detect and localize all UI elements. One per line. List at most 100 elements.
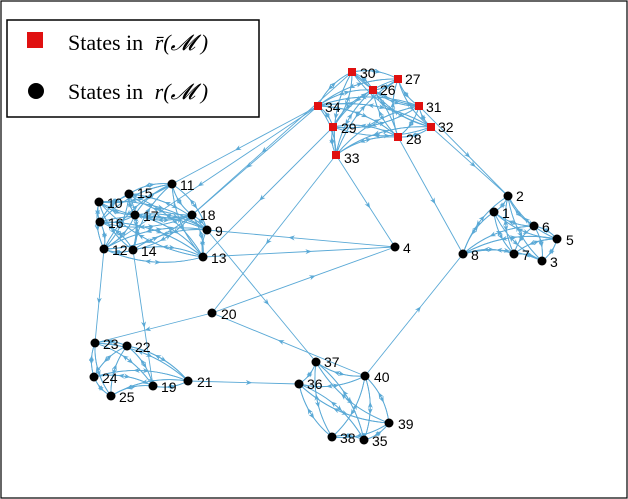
edge-21-36 <box>187 380 253 386</box>
edge-32-29 <box>373 126 432 139</box>
state-node-4: 4 <box>390 240 411 256</box>
state-marker-circle-25 <box>106 391 116 401</box>
state-marker-circle-10 <box>94 197 104 207</box>
state-label-26: 26 <box>380 82 396 98</box>
edge-40-20-tail <box>211 312 282 342</box>
state-label-9: 9 <box>215 223 223 239</box>
state-label-31: 31 <box>426 99 442 115</box>
state-label-16: 16 <box>108 215 124 231</box>
state-marker-circle-2 <box>503 191 513 201</box>
state-marker-square-27 <box>394 75 402 83</box>
edge-13-4 <box>202 249 312 258</box>
state-marker-square-26 <box>369 86 377 94</box>
state-marker-circle-23 <box>90 338 100 348</box>
edge-14-19-tail <box>143 324 154 387</box>
legend-box <box>6 19 260 118</box>
state-label-25: 25 <box>119 389 135 405</box>
state-node-27: 27 <box>394 71 421 87</box>
edge-31-2-tail <box>467 155 509 197</box>
state-node-23: 23 <box>90 336 119 352</box>
edge-30-18 <box>261 71 353 153</box>
state-label-6: 6 <box>542 219 550 235</box>
state-label-21: 21 <box>197 374 213 390</box>
edge-13-12 <box>144 256 204 265</box>
state-node-1: 1 <box>489 205 510 221</box>
state-node-37: 37 <box>311 354 340 370</box>
state-label-7: 7 <box>522 247 530 263</box>
state-label-11: 11 <box>180 177 195 193</box>
edge-29-13-tail <box>202 198 262 258</box>
state-marker-circle-17 <box>130 210 140 220</box>
state-node-26: 26 <box>369 82 396 98</box>
state-label-24: 24 <box>102 370 118 386</box>
state-marker-circle-39 <box>384 418 394 428</box>
state-label-1: 1 <box>502 205 510 221</box>
edge-14-19 <box>132 249 147 328</box>
state-node-24: 24 <box>89 370 118 386</box>
state-label-18: 18 <box>200 207 216 223</box>
state-marker-circle-15 <box>124 189 134 199</box>
edge-34-28 <box>317 105 368 118</box>
state-node-19: 19 <box>148 379 177 395</box>
state-node-30: 30 <box>348 65 376 81</box>
state-marker-circle-36 <box>294 379 304 389</box>
edge-34-12-tail <box>103 184 201 250</box>
edge-4-9 <box>288 235 396 248</box>
state-node-25: 25 <box>106 389 135 405</box>
edge-20-23-tail <box>94 329 148 344</box>
edge-40-20 <box>277 340 366 377</box>
edge-29-13 <box>259 126 334 201</box>
edge-28-8 <box>397 136 436 205</box>
state-label-8: 8 <box>471 247 479 263</box>
state-label-22: 22 <box>135 339 151 355</box>
state-marker-circle-13 <box>198 252 208 262</box>
state-node-39: 39 <box>384 416 414 432</box>
state-node-7: 7 <box>509 247 530 263</box>
state-marker-circle-12 <box>99 244 109 254</box>
state-label-36: 36 <box>307 376 323 392</box>
state-label-34: 34 <box>325 99 341 115</box>
state-label-37: 37 <box>324 354 340 370</box>
state-node-34: 34 <box>314 99 341 115</box>
state-marker-square-31 <box>415 102 423 110</box>
state-label-30: 30 <box>360 65 376 81</box>
state-node-28: 28 <box>394 131 422 147</box>
state-label-23: 23 <box>103 336 119 352</box>
state-marker-circle-18 <box>187 210 197 220</box>
state-marker-circle-14 <box>128 245 138 255</box>
state-marker-circle-21 <box>183 376 193 386</box>
edge-32-30 <box>380 101 432 128</box>
edge-4-9-tail <box>206 229 292 239</box>
edge-34-32 <box>317 103 386 110</box>
edge-33-20-tail <box>211 241 269 314</box>
state-node-15: 15 <box>124 185 153 201</box>
state-node-21: 21 <box>183 374 213 390</box>
state-marker-square-28 <box>394 133 402 141</box>
edge-30-18-tail <box>191 150 265 216</box>
state-label-29: 29 <box>341 120 357 136</box>
state-marker-circle-37 <box>311 357 321 367</box>
state-node-13: 13 <box>198 250 227 266</box>
legend-circle-marker <box>28 83 44 99</box>
state-marker-circle-7 <box>509 249 519 259</box>
edge-34-12 <box>197 105 319 187</box>
state-node-12: 12 <box>99 242 128 258</box>
edge-40-8 <box>364 306 421 377</box>
state-label-12: 12 <box>112 242 128 258</box>
state-marker-square-30 <box>348 68 356 76</box>
state-node-9: 9 <box>202 223 223 239</box>
state-node-8: 8 <box>458 247 479 263</box>
state-label-38: 38 <box>340 430 356 446</box>
state-marker-circle-19 <box>148 381 158 391</box>
state-label-27: 27 <box>405 71 421 87</box>
state-node-36: 36 <box>294 376 323 392</box>
state-marker-circle-4 <box>390 242 400 252</box>
state-marker-circle-24 <box>89 372 99 382</box>
state-marker-circle-16 <box>95 217 105 227</box>
state-marker-circle-3 <box>537 256 547 266</box>
state-node-29: 29 <box>329 120 357 136</box>
edge-39-36 <box>333 408 390 424</box>
edge-9-37-tail <box>266 302 317 363</box>
edge-20-4 <box>211 275 316 314</box>
edge-layer <box>88 68 558 441</box>
